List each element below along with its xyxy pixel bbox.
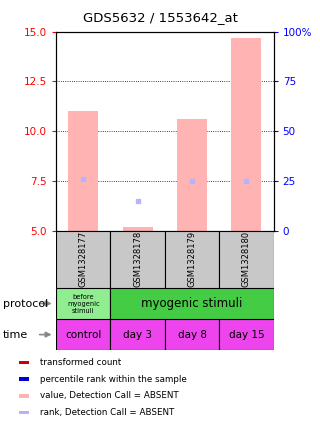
Text: transformed count: transformed count xyxy=(40,358,121,367)
Bar xyxy=(110,288,274,319)
Bar xyxy=(110,319,165,350)
Bar xyxy=(19,377,29,381)
Text: rank, Detection Call = ABSENT: rank, Detection Call = ABSENT xyxy=(40,408,174,417)
Text: value, Detection Call = ABSENT: value, Detection Call = ABSENT xyxy=(40,391,179,400)
Bar xyxy=(165,231,219,288)
Text: time: time xyxy=(3,330,28,340)
Bar xyxy=(56,231,110,288)
Text: GSM1328177: GSM1328177 xyxy=(79,231,88,287)
Text: control: control xyxy=(65,330,101,340)
Bar xyxy=(19,360,29,364)
Text: myogenic stimuli: myogenic stimuli xyxy=(141,297,243,310)
Text: day 8: day 8 xyxy=(178,330,206,340)
Text: day 3: day 3 xyxy=(123,330,152,340)
Text: GSM1328180: GSM1328180 xyxy=(242,231,251,287)
Bar xyxy=(231,38,261,231)
Bar xyxy=(219,231,274,288)
Bar xyxy=(56,319,110,350)
Text: GSM1328179: GSM1328179 xyxy=(188,231,196,287)
Text: day 15: day 15 xyxy=(228,330,264,340)
Text: GSM1328178: GSM1328178 xyxy=(133,231,142,287)
Bar xyxy=(19,394,29,398)
Bar xyxy=(123,227,153,231)
Bar xyxy=(19,411,29,415)
Bar xyxy=(68,111,98,231)
Bar xyxy=(177,119,207,231)
Bar xyxy=(110,231,165,288)
Bar xyxy=(219,319,274,350)
Text: percentile rank within the sample: percentile rank within the sample xyxy=(40,375,187,384)
Bar xyxy=(56,288,110,319)
Text: protocol: protocol xyxy=(3,299,48,308)
Text: before
myogenic
stimuli: before myogenic stimuli xyxy=(67,294,100,313)
Text: GDS5632 / 1553642_at: GDS5632 / 1553642_at xyxy=(83,11,237,24)
Bar xyxy=(165,319,219,350)
